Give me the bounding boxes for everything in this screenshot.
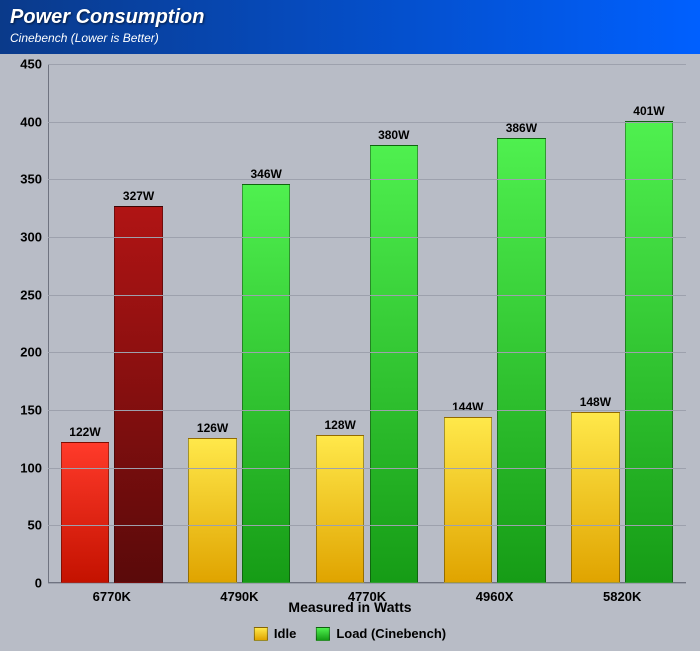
legend: Idle Load (Cinebench) — [254, 626, 446, 641]
bar-load: 386W — [497, 138, 545, 583]
bar-value-label: 386W — [506, 121, 537, 139]
category-label: 4960X — [476, 583, 514, 604]
y-tick-label: 100 — [10, 460, 48, 475]
chart-subtitle: Cinebench (Lower is Better) — [10, 31, 690, 45]
bar-group: 144W386W4960X — [431, 64, 559, 583]
x-axis-title: Measured in Watts — [288, 599, 411, 615]
bar-value-label: 144W — [452, 400, 483, 418]
gridline — [48, 237, 686, 238]
bar-value-label: 327W — [123, 189, 154, 207]
legend-item-load: Load (Cinebench) — [316, 626, 446, 641]
y-tick-label: 150 — [10, 403, 48, 418]
chart-title-bar: Power Consumption Cinebench (Lower is Be… — [0, 0, 700, 54]
legend-label-idle: Idle — [274, 626, 296, 641]
bar-group: 148W401W5820K — [558, 64, 686, 583]
bar-load: 327W — [114, 206, 162, 583]
legend-swatch-idle — [254, 627, 268, 641]
bars-layer: 122W327W6770K126W346W4790K128W380W4770K1… — [48, 64, 686, 583]
gridline — [48, 64, 686, 65]
legend-swatch-load — [316, 627, 330, 641]
bar-idle: 126W — [188, 438, 236, 583]
y-tick-label: 50 — [10, 518, 48, 533]
bar-value-label: 401W — [633, 104, 664, 122]
bar-value-label: 346W — [250, 167, 281, 185]
bar-load: 380W — [370, 145, 418, 583]
bar-group: 128W380W4770K — [303, 64, 431, 583]
bar-value-label: 380W — [378, 128, 409, 146]
category-label: 6770K — [93, 583, 131, 604]
y-tick-label: 250 — [10, 287, 48, 302]
bar-value-label: 126W — [197, 421, 228, 439]
chart-title: Power Consumption — [10, 6, 690, 29]
y-tick-label: 450 — [10, 57, 48, 72]
bar-idle: 128W — [316, 435, 364, 583]
category-label: 5820K — [603, 583, 641, 604]
bar-group: 126W346W4790K — [176, 64, 304, 583]
gridline — [48, 295, 686, 296]
y-tick-label: 300 — [10, 230, 48, 245]
bar-idle: 144W — [444, 417, 492, 583]
bar-idle: 122W — [61, 442, 109, 583]
gridline — [48, 583, 686, 584]
gridline — [48, 468, 686, 469]
y-tick-label: 0 — [10, 576, 48, 591]
gridline — [48, 179, 686, 180]
gridline — [48, 352, 686, 353]
y-tick-label: 400 — [10, 114, 48, 129]
bar-value-label: 128W — [324, 418, 355, 436]
y-tick-label: 350 — [10, 172, 48, 187]
bar-load: 346W — [242, 184, 290, 583]
gridline — [48, 525, 686, 526]
category-label: 4790K — [220, 583, 258, 604]
legend-label-load: Load (Cinebench) — [336, 626, 446, 641]
legend-item-idle: Idle — [254, 626, 296, 641]
y-tick-label: 200 — [10, 345, 48, 360]
gridline — [48, 410, 686, 411]
bar-group: 122W327W6770K — [48, 64, 176, 583]
bar-idle: 148W — [571, 412, 619, 583]
plot-area: 122W327W6770K126W346W4790K128W380W4770K1… — [48, 64, 686, 583]
power-consumption-chart: Power Consumption Cinebench (Lower is Be… — [0, 0, 700, 651]
bar-value-label: 122W — [69, 425, 100, 443]
gridline — [48, 122, 686, 123]
